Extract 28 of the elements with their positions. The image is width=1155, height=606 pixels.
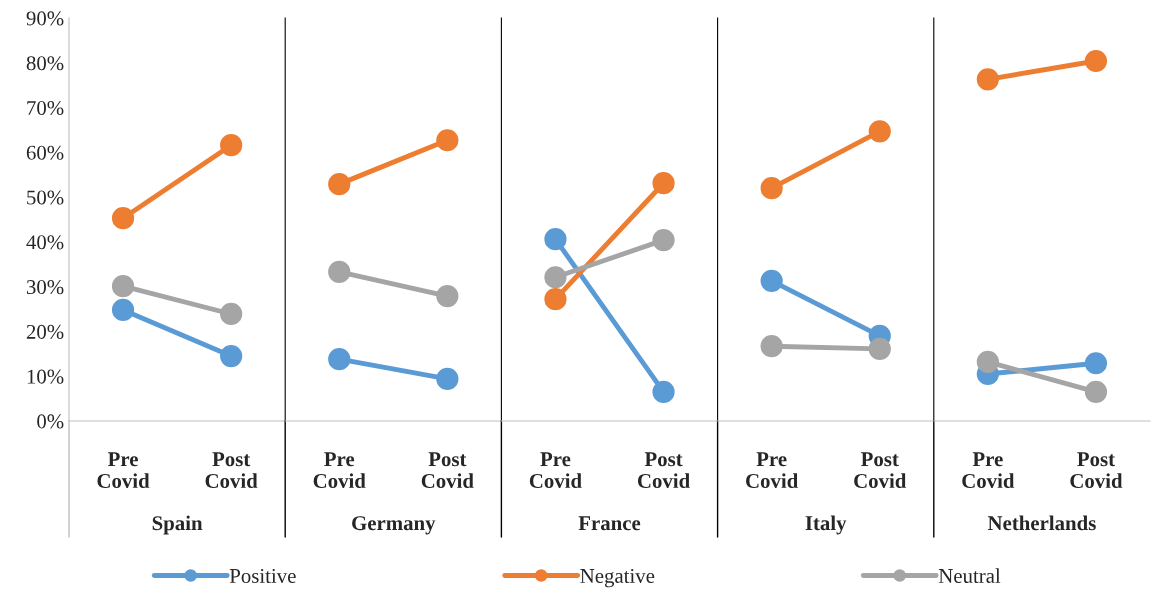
x-tick-label: Post Covid [205, 452, 258, 488]
text: Netherlands [987, 515, 1096, 531]
y-tick-label: 40% [26, 235, 64, 250]
legend-label: Neutral [938, 568, 1001, 583]
legend-label: Positive [229, 568, 296, 583]
y-tick-label: 90% [26, 11, 64, 26]
x-tick-label: Post Covid [421, 452, 474, 488]
y-tick-label: 20% [26, 324, 64, 339]
x-tick-label: Pre Covid [313, 452, 366, 488]
text: Spain [152, 515, 203, 535]
y-tick-label: 80% [26, 56, 64, 71]
text: Germany [352, 516, 436, 535]
x-tick-label: Post Covid [854, 452, 907, 488]
legend-label: Negative [580, 568, 655, 588]
x-tick-label: Pre Covid [962, 452, 1015, 488]
text: France [578, 516, 641, 531]
y-tick-label: 60% [26, 145, 64, 160]
y-tick-label: 30% [26, 280, 64, 295]
x-tick-label: Pre Covid [746, 452, 799, 488]
x-tick-label: Post Covid [1070, 452, 1123, 488]
x-tick-label: Post Covid [637, 452, 690, 488]
y-tick-label: 10% [27, 369, 64, 384]
y-tick-label: 50% [27, 190, 64, 205]
text: Italy [805, 515, 847, 535]
y-tick-label: 70% [27, 100, 64, 116]
x-tick-label: Pre Covid [97, 452, 150, 488]
x-tick-label: Pre Covid [529, 452, 582, 488]
y-tick-label: 0% [37, 414, 64, 429]
